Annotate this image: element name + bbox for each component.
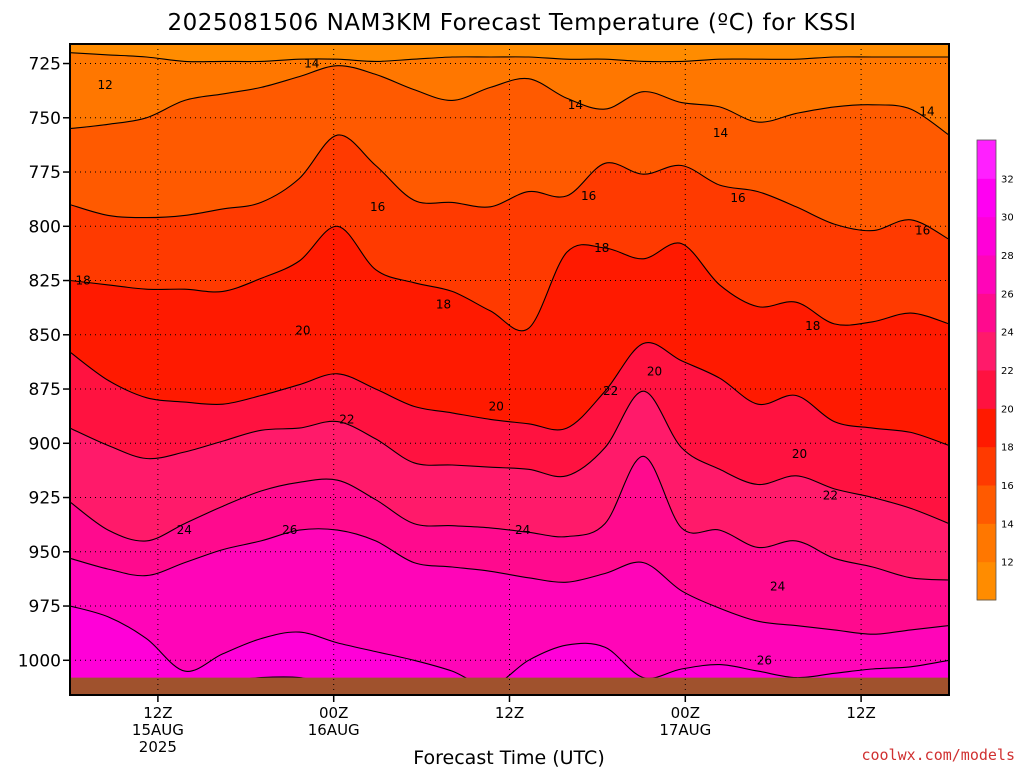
grid-lines (70, 44, 949, 695)
y-tick-label-975: 975 (29, 597, 61, 617)
colorbar-swatch-6 (977, 331, 996, 371)
x-axis-label: Forecast Time (UTC) (413, 747, 604, 768)
colorbar-tick-12: 12 (1001, 558, 1014, 569)
x-tick-label-4-0: 12Z (846, 704, 875, 722)
contour-label-19: 22 (823, 488, 838, 502)
colorbar-swatch-2 (977, 485, 996, 524)
colorbar-swatch-11 (977, 140, 996, 179)
y-tick-label-850: 850 (29, 326, 61, 346)
contour-label-22: 24 (770, 580, 785, 594)
y-tick-label-950: 950 (29, 543, 61, 563)
colorbar-frame (976, 139, 997, 601)
contour-label-3: 14 (713, 126, 728, 140)
colorbar-tick-24: 24 (1001, 328, 1014, 339)
x-tick-label-1-0: 00Z (319, 704, 348, 722)
colorbar-swatch-5 (977, 370, 996, 409)
contour-label-2: 14 (568, 98, 583, 112)
contour-label-21: 24 (515, 523, 530, 537)
contour-labels: 12 14 14 14 14 16 16 16 16 18 18 18 18 20 20 20 20 22 22 22… (76, 57, 935, 668)
y-tick-label-750: 750 (29, 109, 61, 129)
x-tick-label-1-1: 16AUG (308, 721, 360, 739)
x-tick-label-0-1: 15AUG (132, 721, 184, 739)
contour-label-11: 18 (594, 241, 609, 255)
contour-label-6: 16 (581, 189, 596, 203)
contour-label-14: 20 (647, 365, 662, 379)
contour-label-0: 12 (98, 78, 113, 92)
y-tick-label-825: 825 (29, 272, 61, 292)
contour-label-12: 18 (805, 319, 820, 333)
colorbar-tick-26: 26 (1001, 289, 1014, 300)
colorbar-swatch-9 (977, 216, 996, 256)
band-below-12 (70, 44, 949, 62)
colorbar-swatch-10 (977, 178, 996, 218)
contour-label-16: 20 (792, 447, 807, 461)
contour-28 (70, 605, 949, 687)
y-tick-label-900: 900 (29, 434, 61, 454)
surface-fill (70, 677, 949, 695)
contour-label-20: 24 (177, 523, 192, 537)
colorbar-swatch-4 (977, 408, 996, 448)
x-tick-label-0-0: 12Z (143, 704, 172, 722)
colorbar-swatch-1 (977, 523, 996, 563)
contour-22 (70, 390, 949, 525)
colorbar-tick-16: 16 (1001, 481, 1014, 492)
contour-label-13: 20 (295, 323, 310, 337)
colorbar-swatch-7 (977, 293, 996, 333)
y-tick-label-925: 925 (29, 489, 61, 509)
credit-text: coolwx.com/models (861, 746, 1015, 764)
contour-18 (70, 225, 949, 332)
chart-title: 2025081506 NAM3KM Forecast Temperature (… (167, 10, 856, 36)
colorbar-tick-20: 20 (1001, 404, 1014, 415)
contour-12 (70, 52, 949, 63)
y-tick-label-725: 725 (29, 55, 61, 75)
contour-label-4: 14 (919, 104, 934, 118)
contour-label-5: 16 (370, 200, 385, 214)
contour-label-8: 16 (915, 224, 930, 238)
y-tick-label-800: 800 (29, 217, 61, 237)
colorbar-swatch-3 (977, 446, 996, 486)
contour-label-9: 18 (76, 274, 91, 288)
contour-label-7: 16 (730, 191, 745, 205)
colorbar-swatch-0 (977, 561, 996, 601)
contour-24 (70, 455, 949, 581)
x-tick-label-3-0: 00Z (671, 704, 700, 722)
contour-label-17: 22 (339, 412, 354, 426)
colorbar-tick-22: 22 (1001, 366, 1014, 377)
y-tick-label-1000: 1000 (18, 651, 61, 671)
contour-label-15: 20 (489, 399, 504, 413)
x-tick-label-3-1: 17AUG (659, 721, 711, 739)
ground-surface (70, 677, 949, 695)
colorbar-tick-28: 28 (1001, 251, 1014, 262)
contour-label-24: 26 (757, 653, 772, 667)
contour-20 (70, 341, 949, 447)
y-tick-label-775: 775 (29, 163, 61, 183)
contour-label-10: 18 (436, 297, 451, 311)
y-axis: 725 750 775 800 825 850 875 900 925 950 975 1000 (18, 55, 70, 671)
contour-label-1: 14 (304, 57, 319, 71)
colorbar-swatch-8 (977, 255, 996, 294)
y-tick-label-875: 875 (29, 380, 61, 400)
contour-label-23: 26 (282, 523, 297, 537)
colorbar: 12 14 16 18 20 22 24 26 28 30 32 (976, 139, 1014, 601)
x-tick-label-0-2: 2025 (139, 738, 177, 756)
colorbar-tick-14: 14 (1001, 519, 1014, 530)
colorbar-tick-30: 30 (1001, 213, 1014, 224)
contour-14 (70, 65, 949, 136)
x-tick-label-2-0: 12Z (495, 704, 524, 722)
colorbar-tick-32: 32 (1001, 174, 1014, 185)
contour-label-18: 22 (603, 384, 618, 398)
colorbar-tick-18: 18 (1001, 443, 1014, 454)
temperature-fill (70, 44, 949, 695)
band-below-14 (70, 44, 949, 136)
